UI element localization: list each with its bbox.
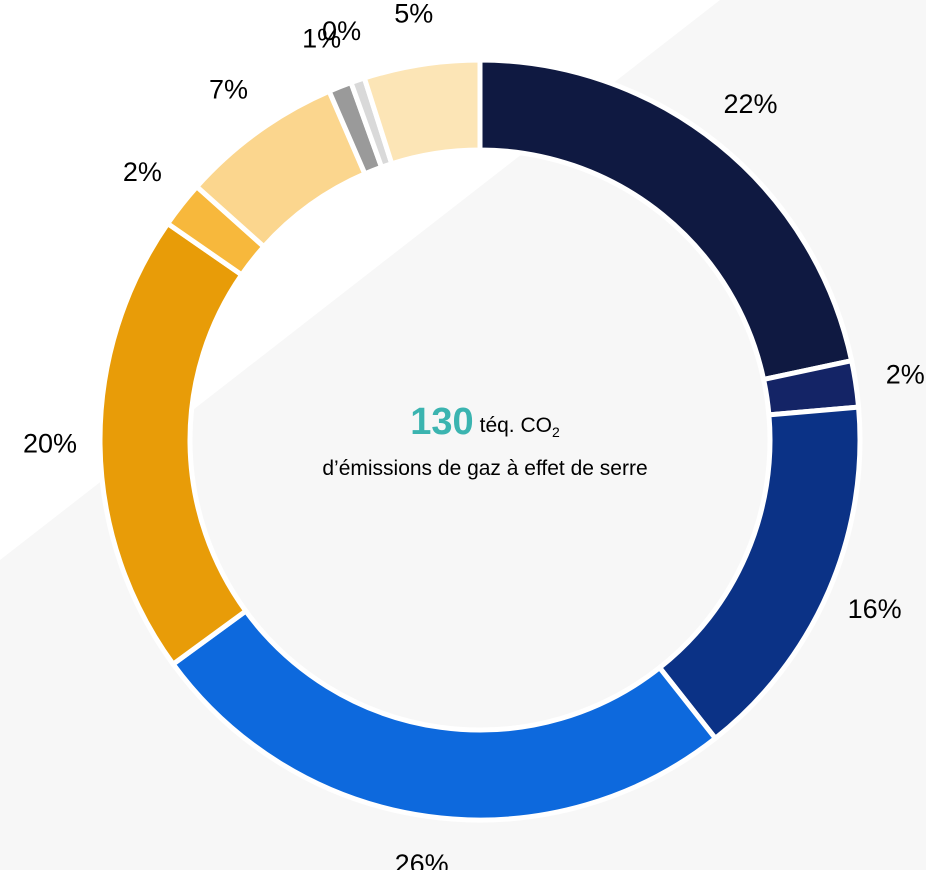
slice-label-6: 2%: [123, 157, 162, 187]
slice-label-9: 0%: [322, 16, 361, 46]
center-caption: d’émissions de gaz à effet de serre: [322, 457, 648, 481]
slice-label-5: 20%: [23, 428, 77, 458]
center-unit: téq. CO2: [479, 414, 560, 441]
center-label: 130 téq. CO2 d’émissions de gaz à effet d…: [195, 400, 775, 484]
center-unit-prefix: téq. CO: [479, 414, 552, 437]
slice-label-2: 2%: [886, 360, 925, 390]
donut-slice-10: [361, 57, 483, 167]
slice-label-3: 16%: [848, 594, 902, 624]
slice-label-4: 26%: [395, 849, 449, 870]
slice-label-1: 22%: [723, 89, 777, 119]
donut-slice-4: [169, 607, 719, 823]
slice-label-10: 5%: [394, 0, 433, 28]
center-unit-subscript: 2: [551, 424, 560, 441]
slice-label-8: 1%: [302, 23, 341, 53]
center-value: 130: [410, 401, 474, 443]
slice-label-7: 7%: [209, 74, 248, 104]
